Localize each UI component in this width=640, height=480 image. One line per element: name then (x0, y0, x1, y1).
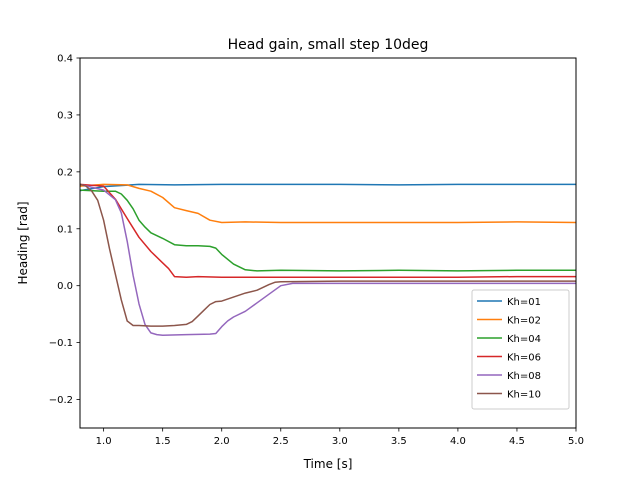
x-tick-label: 5.0 (568, 436, 584, 447)
x-tick-label: 2.0 (214, 436, 230, 447)
y-tick-label: 0.4 (57, 54, 73, 65)
y-tick-label: 0.2 (57, 167, 73, 178)
x-tick-label: 2.5 (273, 436, 289, 447)
x-axis-title: Time [s] (303, 457, 353, 471)
x-tick-label: 3.0 (332, 436, 348, 447)
legend-label: Kh=10 (507, 390, 541, 401)
series-line-kh-10 (80, 183, 576, 327)
legend-label: Kh=01 (507, 297, 541, 308)
x-tick-label: 4.0 (450, 436, 466, 447)
y-tick-label: −0.1 (49, 338, 73, 349)
series-line-kh-08 (80, 183, 576, 336)
y-tick-label: 0.3 (57, 110, 73, 121)
y-tick-label: 0.1 (57, 224, 73, 235)
legend: Kh=01 Kh=02 Kh=04 Kh=06 Kh=08 Kh=10 (471, 289, 570, 410)
legend-label: Kh=02 (507, 316, 541, 327)
x-tick-label: 4.5 (509, 436, 525, 447)
x-tick-label: 1.5 (155, 436, 171, 447)
series-line-kh-06 (80, 183, 576, 278)
series-layer (80, 183, 576, 336)
legend-label: Kh=08 (507, 371, 541, 382)
y-tick-label: 0.0 (57, 281, 73, 292)
x-axis: 1.0 1.5 2.0 2.5 3.0 3.5 4.0 4.5 5.0 (96, 428, 584, 447)
legend-label: Kh=04 (507, 334, 541, 345)
x-tick-label: 3.5 (391, 436, 407, 447)
legend-label: Kh=06 (507, 353, 541, 364)
x-tick-label: 1.0 (96, 436, 112, 447)
y-axis: −0.2 −0.1 0.0 0.1 0.2 0.3 0.4 (49, 54, 80, 406)
plot-area (79, 57, 577, 429)
chart-title: Head gain, small step 10deg (228, 37, 429, 53)
y-axis-title: Heading [rad] (16, 201, 30, 284)
y-tick-label: −0.2 (49, 395, 73, 406)
series-line-kh-02 (80, 183, 576, 224)
series-line-kh-04 (80, 189, 576, 272)
plot-frame (79, 57, 577, 429)
